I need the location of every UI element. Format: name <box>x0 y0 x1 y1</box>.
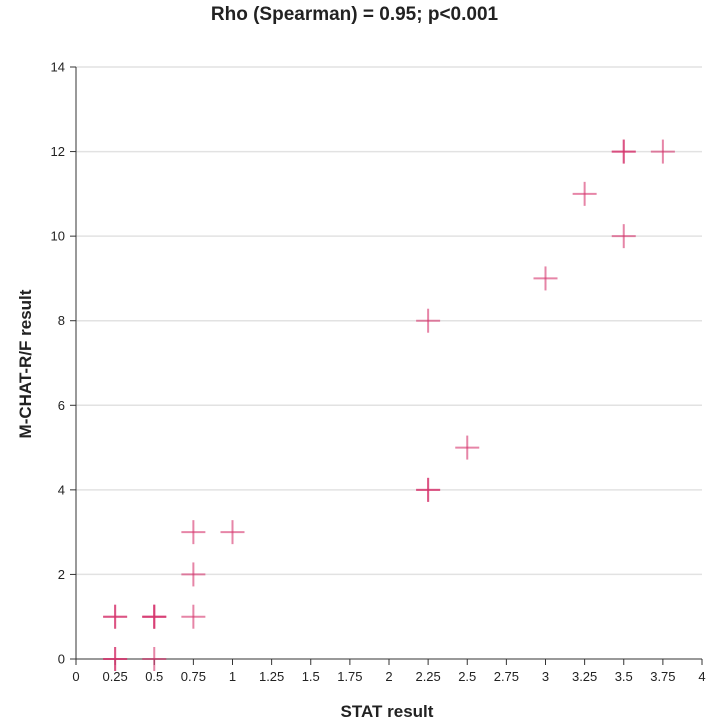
data-point <box>416 477 441 502</box>
x-tick-label: 2.25 <box>415 669 440 684</box>
y-tick-label: 4 <box>58 482 65 497</box>
x-tick-label: 1.75 <box>337 669 362 684</box>
chart-title: Rho (Spearman) = 0.95; p<0.001 <box>210 4 499 25</box>
x-tick-label: 0.25 <box>102 669 127 684</box>
grid-lines <box>76 66 702 576</box>
data-point <box>103 604 128 629</box>
x-tick-label: 1.25 <box>259 669 284 684</box>
data-point <box>103 647 128 671</box>
x-tick-label: 1.5 <box>302 669 320 684</box>
x-tick-label: 4 <box>698 669 705 684</box>
data-point <box>533 266 558 291</box>
data-point <box>455 435 480 460</box>
x-tick-label: 3 <box>542 669 549 684</box>
x-tick-label: 3.75 <box>650 669 675 684</box>
x-tick-label: 3.25 <box>572 669 597 684</box>
data-point <box>142 604 167 629</box>
data-point <box>181 520 206 545</box>
data-point <box>572 181 597 206</box>
x-tick-label: 0 <box>72 669 79 684</box>
data-point <box>181 562 206 587</box>
y-tick-label: 0 <box>58 652 65 667</box>
y-tick-label: 6 <box>58 398 65 413</box>
data-point <box>650 139 675 164</box>
data-point <box>220 520 245 545</box>
data-point <box>416 308 441 333</box>
x-tick-label: 2.5 <box>458 669 476 684</box>
y-tick-label: 8 <box>58 313 65 328</box>
x-tick-label: 0.5 <box>145 669 163 684</box>
data-point <box>611 224 636 249</box>
data-point <box>181 604 206 629</box>
x-tick-label: 2 <box>385 669 392 684</box>
y-tick-label: 14 <box>51 60 65 75</box>
axes <box>70 66 703 665</box>
data-point <box>142 647 167 671</box>
x-tick-label: 0.75 <box>181 669 206 684</box>
y-tick-label: 2 <box>58 567 65 582</box>
tick-labels: 0 2 4 6 8 10 12 14 0 0.25 0.5 0.75 1 1.25 1.5 1.75 2 2.25… <box>51 60 706 685</box>
y-tick-label: 12 <box>51 144 65 159</box>
x-tick-label: 2.75 <box>494 669 519 684</box>
y-axis-label: M-CHAT-R/F result <box>16 289 35 439</box>
x-axis-label: STAT result <box>340 702 434 721</box>
data-point <box>611 139 636 164</box>
x-tick-label: 3.5 <box>615 669 633 684</box>
y-tick-label: 10 <box>51 229 65 244</box>
x-tick-label: 1 <box>229 669 236 684</box>
data-points <box>103 139 675 671</box>
